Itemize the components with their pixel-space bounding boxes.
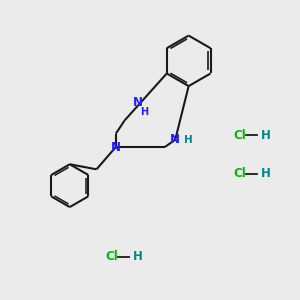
Text: N: N: [170, 133, 180, 146]
Text: Cl: Cl: [233, 167, 246, 180]
Text: Cl: Cl: [233, 129, 246, 142]
Text: H: H: [133, 250, 142, 263]
Text: H: H: [184, 135, 193, 145]
Text: N: N: [133, 96, 143, 109]
Text: H: H: [261, 129, 270, 142]
Text: H: H: [141, 107, 149, 117]
Text: Cl: Cl: [105, 250, 118, 263]
Text: H: H: [261, 167, 270, 180]
Text: N: N: [111, 140, 121, 154]
